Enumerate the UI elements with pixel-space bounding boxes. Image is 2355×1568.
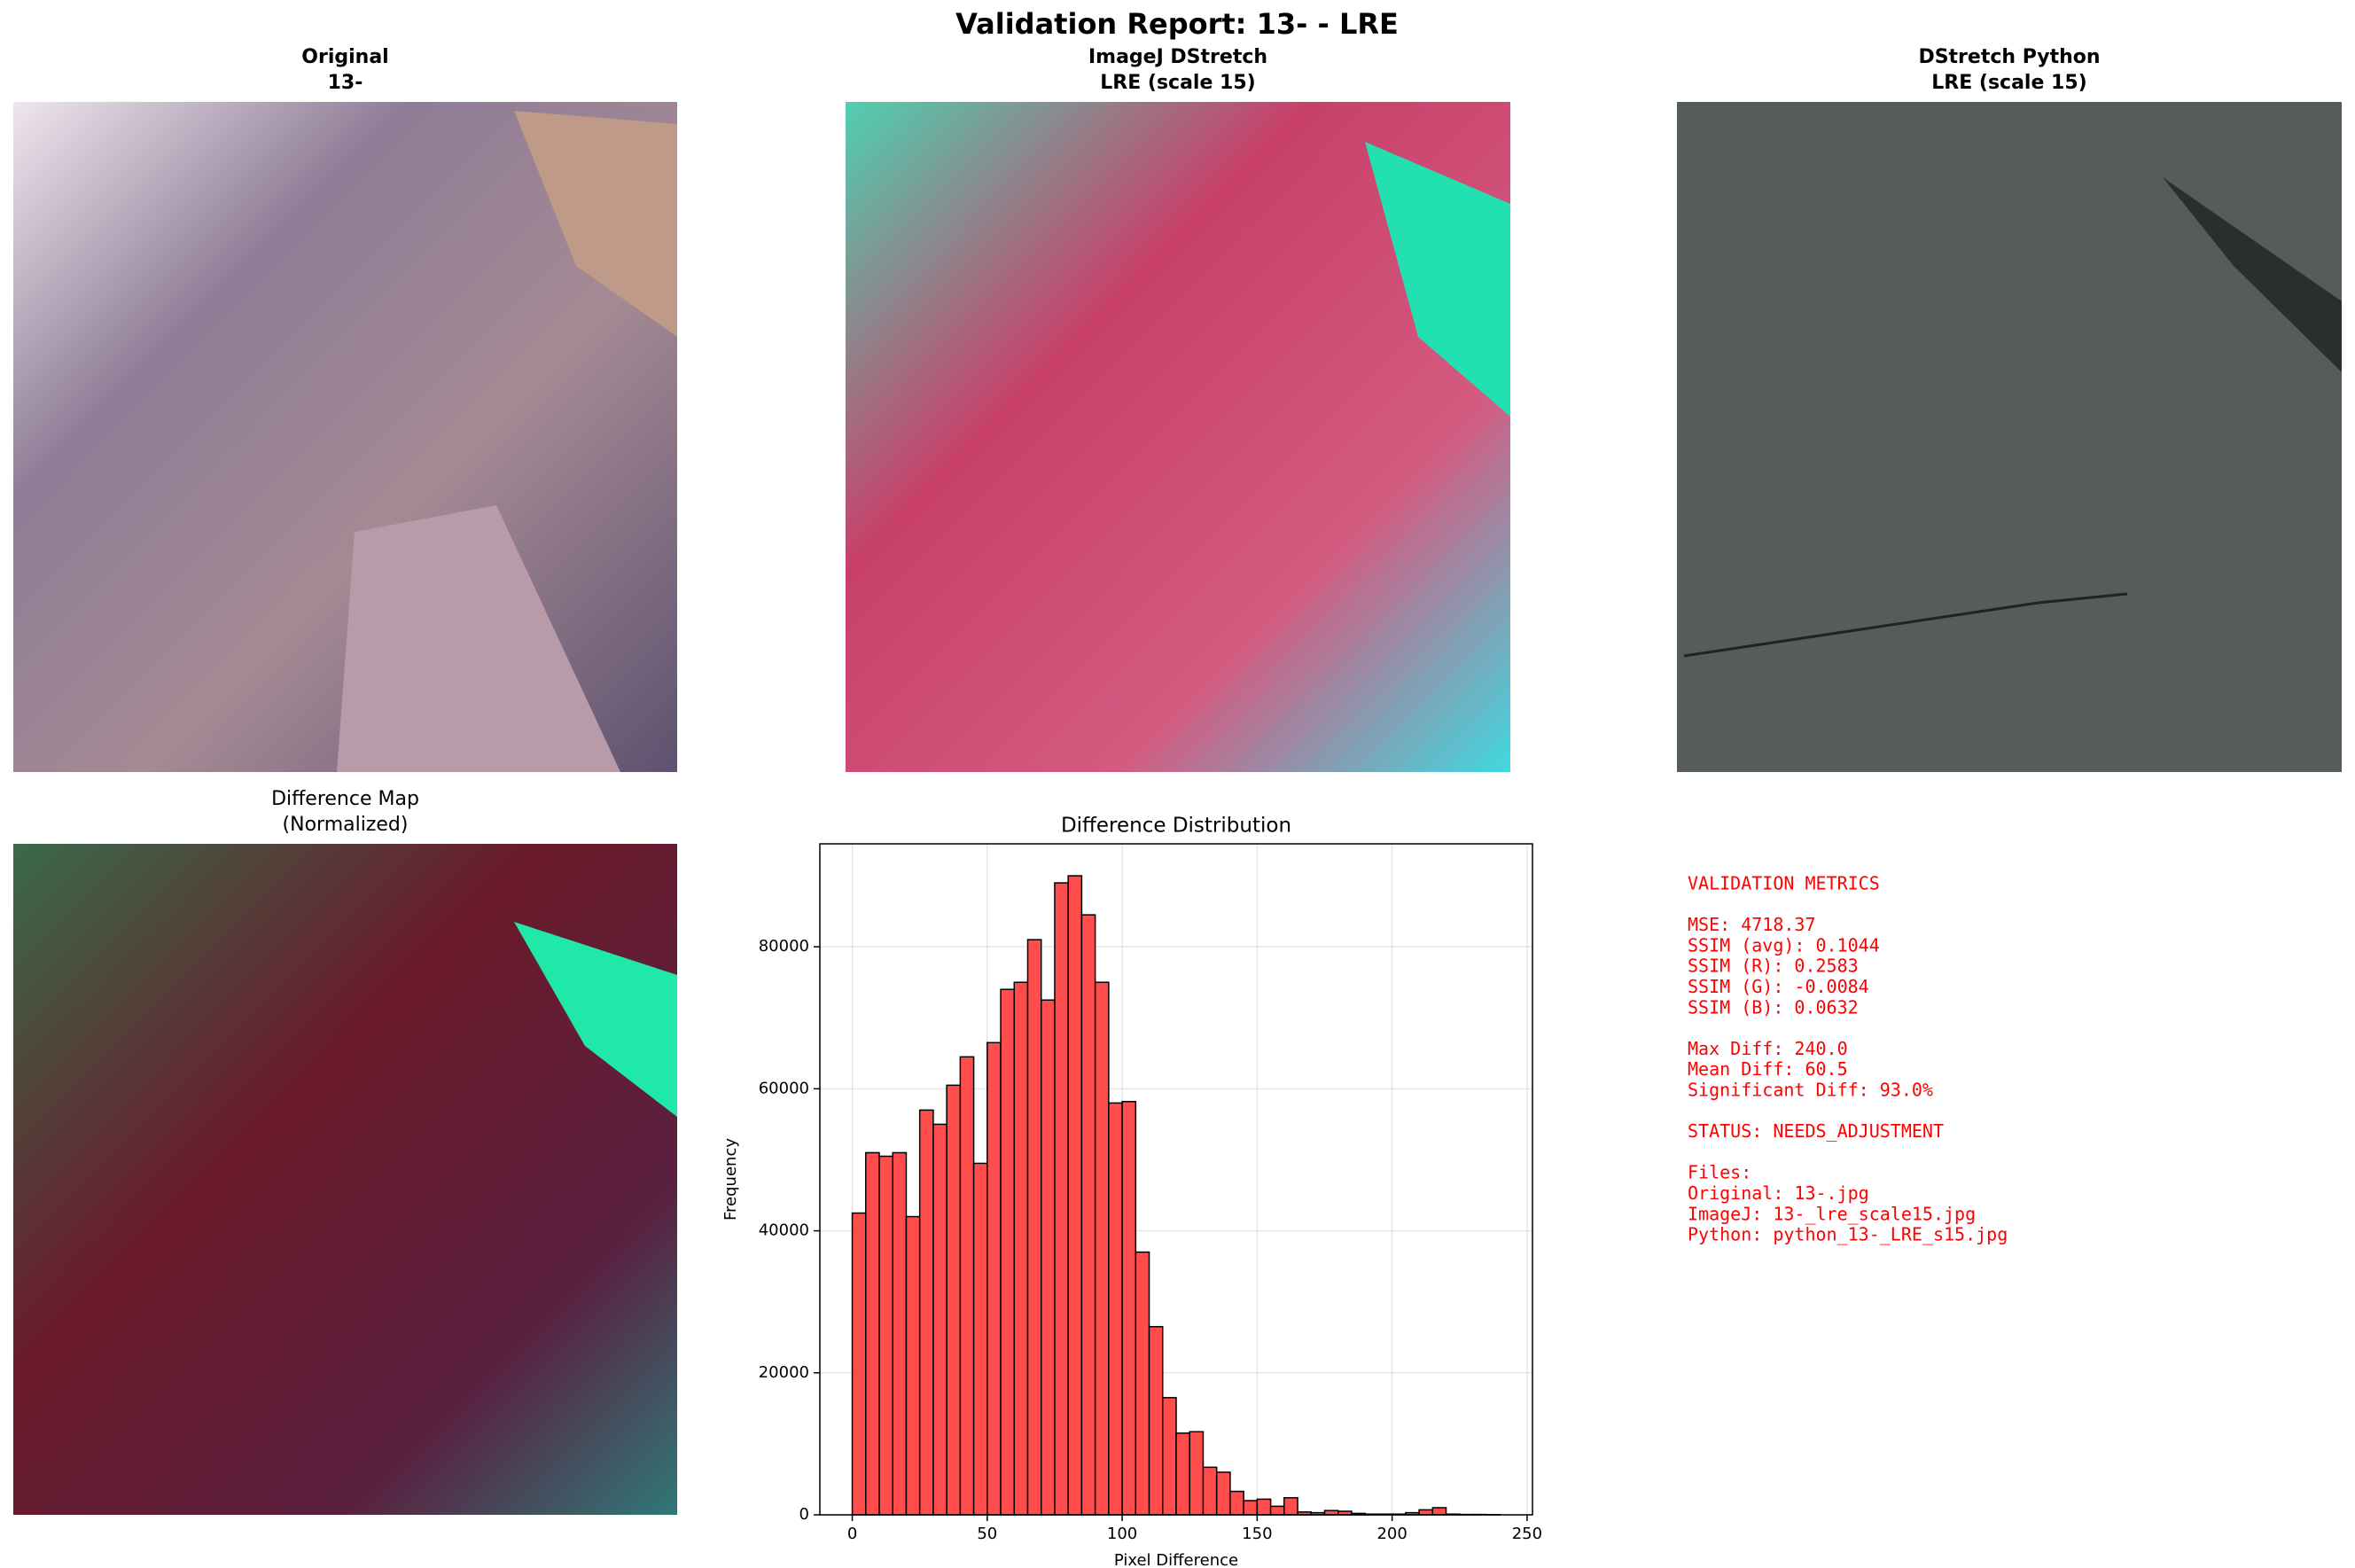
bar [1283,1497,1298,1516]
panel-title: LRE (scale 15) [1100,72,1255,94]
metric-line: Significant Diff: 93.0% [1688,1080,1933,1101]
metric-line: Original: 13-.jpg [1688,1182,1869,1204]
x-tick-label: 50 [977,1525,997,1543]
bar [1026,939,1042,1516]
x-tick-label: 250 [1512,1525,1542,1543]
bar [1121,1101,1137,1516]
bar [1418,1509,1434,1516]
bar [1135,1251,1150,1516]
bar [1175,1432,1190,1516]
bar [905,1215,921,1516]
metric-line: Mean Diff: 60.5 [1688,1058,1848,1080]
x-tick-label: 0 [847,1525,857,1543]
image-python [1677,102,2342,772]
image-original [13,102,677,772]
x-tick-label: 200 [1376,1525,1407,1543]
bar [851,1212,867,1516]
bar [1148,1325,1164,1516]
panel-title: LRE (scale 15) [1931,72,2086,94]
panel-title: DStretch Python [1918,46,2100,68]
bar [1108,1102,1123,1516]
y-axis-label: Frequency [721,1138,740,1221]
bar [959,1056,975,1516]
y-tick-label: 80000 [759,937,809,956]
y-tick-label: 60000 [759,1079,809,1097]
axes-frame [819,843,1533,1516]
y-tick-label: 20000 [759,1363,809,1382]
metric-line: VALIDATION METRICS [1688,873,1880,894]
bar [1000,988,1016,1516]
metric-line: SSIM (B): 0.0632 [1688,996,1859,1018]
metric-line: SSIM (G): -0.0084 [1688,976,1869,997]
image-difference [13,844,677,1515]
metric-line: Python: python_13-_LRE_s15.jpg [1688,1224,2008,1245]
panel-title: ImageJ DStretch [1088,46,1267,68]
bar [972,1162,988,1516]
panel-title: Difference Map [271,788,419,810]
metric-line: MSE: 4718.37 [1688,914,1816,935]
metric-line: SSIM (R): 0.2583 [1688,956,1859,977]
panel-title: (Normalized) [283,814,409,836]
chart-title: Difference Distribution [1061,815,1291,838]
bar [1054,882,1069,1516]
bar [1269,1505,1285,1516]
bar [986,1041,1002,1516]
y-tick-label: 0 [799,1505,809,1524]
bar [1256,1498,1272,1516]
metric-line: Max Diff: 240.0 [1688,1038,1848,1059]
bar [1431,1507,1447,1516]
y-tick-label: 40000 [759,1221,809,1240]
bar [1243,1500,1259,1516]
bar [1162,1397,1177,1516]
bar [1013,981,1029,1516]
x-tick-label: 150 [1242,1525,1272,1543]
bar [1080,914,1096,1516]
bar [892,1151,908,1516]
image-imagej [846,102,1510,772]
panel-title: 13- [328,72,363,94]
figure-title: Validation Report: 13- - LRE [955,7,1399,41]
bar [1094,981,1110,1516]
metric-line: STATUS: NEEDS_ADJUSTMENT [1688,1120,1944,1142]
bar [946,1084,962,1516]
bar [1040,999,1056,1516]
x-tick-label: 100 [1107,1525,1137,1543]
panel-title: Original [301,46,388,68]
bar [1215,1471,1231,1516]
metric-line: Files: [1688,1162,1751,1183]
bar [1067,875,1083,1516]
x-axis-label: Pixel Difference [1114,1551,1238,1568]
bar [1229,1490,1244,1516]
bar [865,1151,880,1516]
bar [918,1109,934,1516]
bar [1202,1466,1218,1516]
metric-line: SSIM (avg): 0.1044 [1688,934,1880,956]
metric-line: ImageJ: 13-_lre_scale15.jpg [1688,1203,1976,1224]
bar [932,1123,947,1516]
bar [878,1155,893,1516]
bar [1189,1431,1205,1516]
